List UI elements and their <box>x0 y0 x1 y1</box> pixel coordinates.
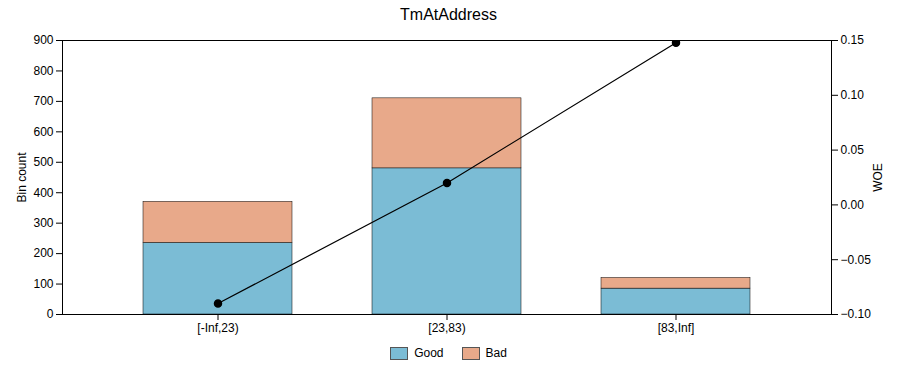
svg-text:−0.10: −0.10 <box>841 307 872 321</box>
svg-text:200: 200 <box>33 246 53 260</box>
svg-text:0.10: 0.10 <box>841 88 865 102</box>
svg-text:700: 700 <box>33 94 53 108</box>
svg-text:−0.05: −0.05 <box>841 253 872 267</box>
svg-text:500: 500 <box>33 155 53 169</box>
svg-text:[-Inf,23): [-Inf,23) <box>197 321 238 335</box>
svg-text:0.00: 0.00 <box>841 198 865 212</box>
svg-text:0.05: 0.05 <box>841 143 865 157</box>
svg-text:[23,83): [23,83) <box>428 321 465 335</box>
html-text:Good: Good <box>414 346 444 360</box>
svg-text:100: 100 <box>33 277 53 291</box>
svg-text:900: 900 <box>33 33 53 47</box>
svg-text:0: 0 <box>47 307 54 321</box>
svg-text:[83,Inf]: [83,Inf] <box>658 321 695 335</box>
svg-text:Bin count: Bin count <box>15 152 29 203</box>
svg-text:400: 400 <box>33 186 53 200</box>
svg-text:WOE: WOE <box>871 163 885 192</box>
svg-text:300: 300 <box>33 216 53 230</box>
svg-text:600: 600 <box>33 125 53 139</box>
svg-text:800: 800 <box>33 64 53 78</box>
html-text:Bad: Bad <box>485 346 507 360</box>
html-text:TmAtAddress: TmAtAddress <box>400 6 497 23</box>
svg-text:0.15: 0.15 <box>841 33 865 47</box>
